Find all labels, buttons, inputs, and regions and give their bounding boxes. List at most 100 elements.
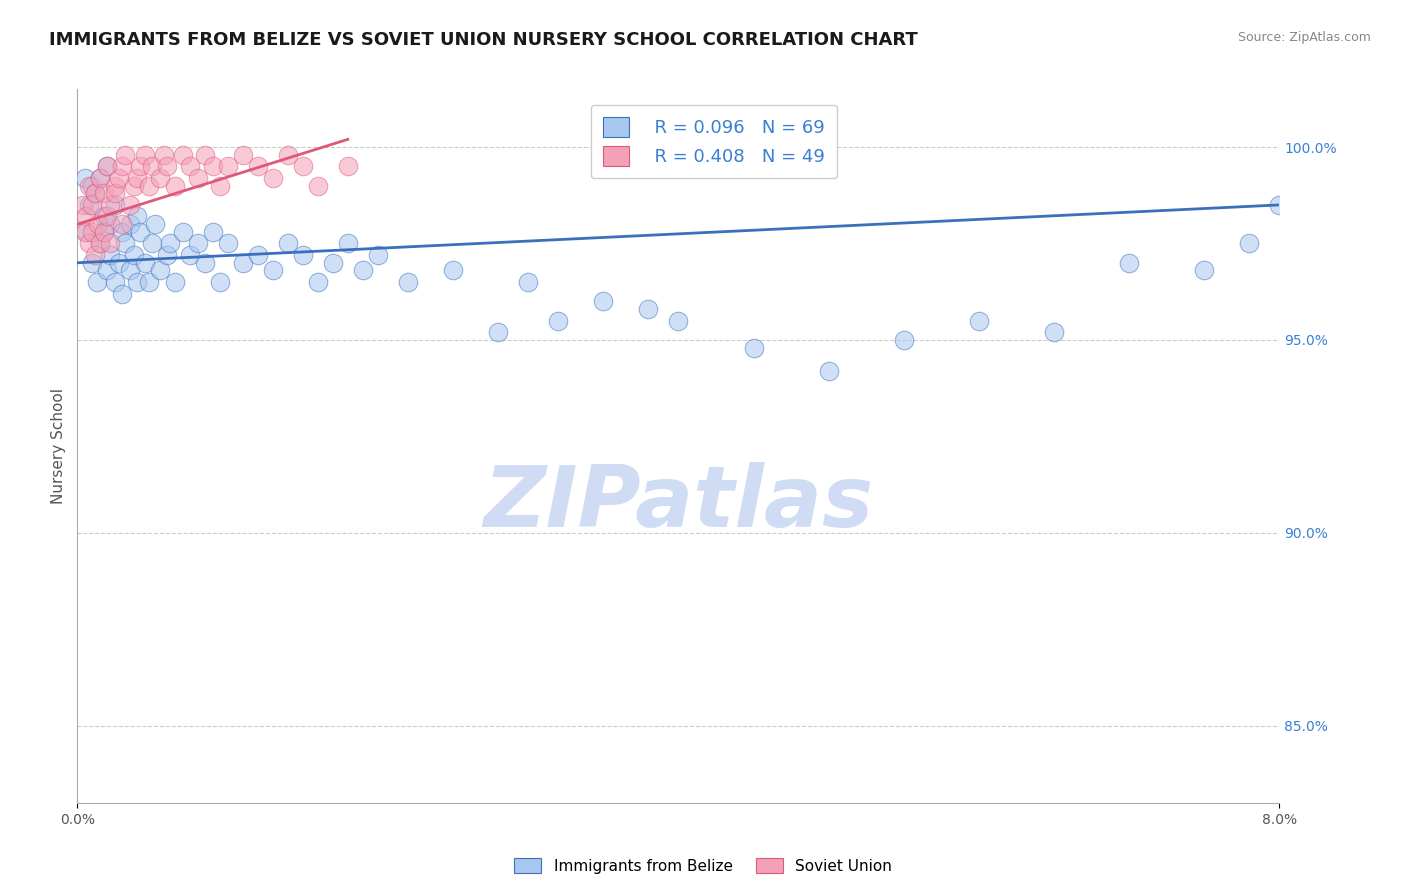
Point [246,159,269,173]
Point [637,301,659,316]
Point [127,210,149,224]
Point [149,263,172,277]
Point [87,217,110,231]
Legend: Immigrants from Belize, Soviet Union: Immigrants from Belize, Soviet Union [508,852,898,880]
Point [1239,236,1261,251]
Point [209,178,232,193]
Point [307,178,329,193]
Point [517,275,540,289]
Point [93,225,115,239]
Point [336,236,359,251]
Point [967,313,990,327]
Point [100,217,122,231]
Point [118,263,141,277]
Point [217,159,239,173]
Point [217,236,239,251]
Text: Source: ZipAtlas.com: Source: ZipAtlas.com [1237,31,1371,45]
Point [129,159,152,173]
Point [84,186,107,201]
Point [592,294,614,309]
Point [246,248,269,262]
Point [114,236,136,251]
Point [111,225,134,239]
Point [75,210,97,224]
Point [141,159,163,173]
Point [187,236,209,251]
Point [104,275,127,289]
Point [742,341,765,355]
Point [108,170,131,185]
Point [893,333,915,347]
Point [82,256,104,270]
Point [93,225,115,239]
Point [84,186,107,201]
Point [307,275,329,289]
Point [486,325,509,339]
Point [209,275,232,289]
Y-axis label: Nursery School: Nursery School [51,388,66,504]
Point [104,198,127,212]
Point [79,236,101,251]
Point [138,275,160,289]
Point [1194,263,1216,277]
Point [291,159,314,173]
Point [163,178,186,193]
Point [129,225,152,239]
Point [232,256,254,270]
Point [277,236,299,251]
Point [194,256,217,270]
Point [547,313,569,327]
Point [145,217,167,231]
Point [84,248,107,262]
Point [86,275,108,289]
Point [82,178,104,193]
Point [89,170,111,185]
Point [111,217,134,231]
Point [194,148,217,162]
Point [149,170,172,185]
Point [111,286,134,301]
Point [201,159,224,173]
Point [232,148,254,162]
Point [93,210,115,224]
Point [96,159,118,173]
Point [668,313,690,327]
Point [93,186,115,201]
Point [336,159,359,173]
Point [179,248,201,262]
Point [134,148,156,162]
Point [1118,256,1140,270]
Point [291,248,314,262]
Point [153,148,176,162]
Point [100,248,122,262]
Point [156,248,179,262]
Point [172,225,194,239]
Point [156,159,179,173]
Point [96,210,118,224]
Point [104,178,127,193]
Point [1043,325,1066,339]
Point [118,198,141,212]
Point [352,263,374,277]
Point [96,159,118,173]
Point [89,236,111,251]
Point [262,263,284,277]
Text: ZIPatlas: ZIPatlas [484,461,873,545]
Point [100,236,122,251]
Point [124,178,146,193]
Point [72,198,94,212]
Point [187,170,209,185]
Point [82,225,104,239]
Point [127,275,149,289]
Point [138,178,160,193]
Point [159,236,181,251]
Point [322,256,344,270]
Point [134,256,156,270]
Point [73,225,96,239]
Point [108,256,131,270]
Point [73,170,96,185]
Point [163,275,186,289]
Point [172,148,194,162]
Point [114,148,136,162]
Point [277,148,299,162]
